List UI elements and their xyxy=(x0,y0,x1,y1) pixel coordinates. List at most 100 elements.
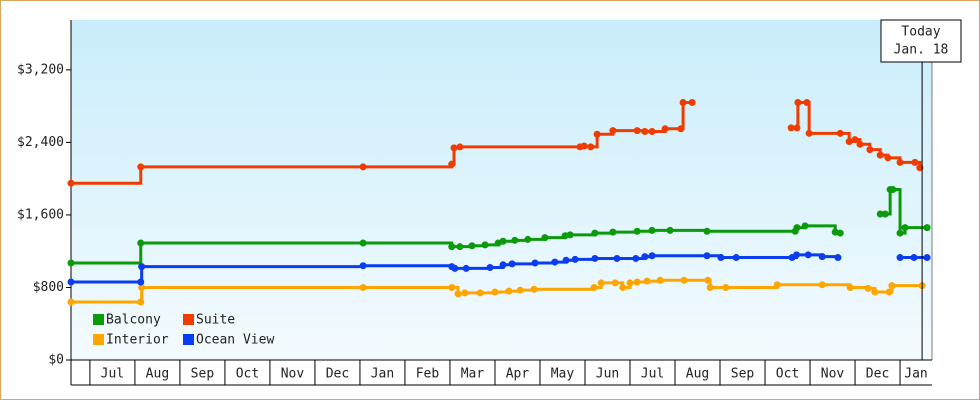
data-point xyxy=(871,288,879,296)
data-point xyxy=(613,254,621,262)
data-point xyxy=(454,290,462,298)
data-point xyxy=(508,260,516,268)
data-point xyxy=(706,283,714,291)
data-point xyxy=(580,142,588,150)
data-point xyxy=(359,283,367,291)
x-tick-label: Sep xyxy=(731,367,755,382)
data-point xyxy=(633,127,641,135)
data-point xyxy=(491,288,499,296)
data-point xyxy=(566,231,574,239)
data-point xyxy=(138,283,146,291)
data-point xyxy=(793,224,801,232)
data-point xyxy=(911,158,919,166)
x-tick-label: Dec xyxy=(326,367,349,382)
data-point xyxy=(793,251,801,259)
data-point xyxy=(648,128,656,136)
data-point xyxy=(611,279,619,287)
data-point xyxy=(609,228,617,236)
data-point xyxy=(486,264,494,272)
data-point xyxy=(137,239,145,247)
data-point xyxy=(67,179,75,187)
data-point xyxy=(732,254,740,262)
data-point xyxy=(571,255,579,263)
data-point xyxy=(836,229,844,237)
today-label: Jan. 18 xyxy=(894,43,949,58)
y-tick-label: $2,400 xyxy=(17,135,64,150)
x-tick-label: May xyxy=(551,367,575,382)
data-point xyxy=(923,224,931,232)
data-point xyxy=(641,253,649,261)
data-point xyxy=(505,287,513,295)
data-point xyxy=(787,124,795,132)
data-point xyxy=(679,99,687,107)
data-point xyxy=(805,129,813,137)
data-point xyxy=(896,158,904,166)
data-point xyxy=(562,256,570,264)
data-point xyxy=(794,99,802,107)
data-point xyxy=(531,259,539,267)
data-point xyxy=(511,236,519,244)
data-point xyxy=(851,136,859,144)
data-point xyxy=(703,227,711,235)
data-point xyxy=(846,283,854,291)
data-point xyxy=(666,226,674,234)
data-point xyxy=(461,289,469,297)
data-point xyxy=(137,278,145,286)
x-tick-label: Feb xyxy=(416,367,440,382)
data-point xyxy=(773,281,781,289)
data-point xyxy=(462,264,470,272)
data-point xyxy=(626,279,634,287)
data-point xyxy=(541,234,549,242)
x-tick-label: Jan xyxy=(904,367,927,382)
data-point xyxy=(884,154,892,162)
data-point xyxy=(632,254,640,262)
data-point xyxy=(801,222,809,230)
data-point xyxy=(448,243,456,251)
data-point xyxy=(864,284,872,292)
data-point xyxy=(590,283,598,291)
data-point xyxy=(359,239,367,247)
data-point xyxy=(876,210,884,218)
data-point xyxy=(803,99,811,107)
data-point xyxy=(619,283,627,291)
data-point xyxy=(67,259,75,267)
legend-swatch xyxy=(93,334,104,345)
x-tick-label: Oct xyxy=(776,367,799,382)
data-point xyxy=(648,252,656,260)
data-point xyxy=(609,127,617,135)
data-point xyxy=(834,254,842,262)
legend-swatch xyxy=(183,334,194,345)
data-point xyxy=(591,254,599,262)
y-tick-label: $3,200 xyxy=(17,62,64,77)
data-point xyxy=(67,278,75,286)
data-point xyxy=(450,144,458,152)
data-point xyxy=(456,143,464,151)
data-point xyxy=(688,99,696,107)
data-point xyxy=(876,151,884,159)
data-point xyxy=(593,130,601,138)
x-tick-label: Aug xyxy=(146,367,169,382)
data-point xyxy=(641,128,649,136)
data-point xyxy=(359,262,367,270)
data-point xyxy=(451,264,459,272)
legend-swatch xyxy=(183,314,194,325)
data-point xyxy=(448,160,456,168)
data-point xyxy=(793,124,801,132)
data-point xyxy=(722,283,730,291)
data-point xyxy=(648,226,656,234)
data-point xyxy=(633,278,641,286)
data-point xyxy=(359,163,367,171)
x-tick-label: Nov xyxy=(821,367,845,382)
data-point xyxy=(597,279,605,287)
data-point xyxy=(916,164,924,172)
x-tick-label: Jun xyxy=(596,367,619,382)
data-point xyxy=(703,252,711,260)
data-point xyxy=(530,285,538,293)
data-point xyxy=(818,253,826,261)
data-point xyxy=(448,283,456,291)
data-point xyxy=(499,261,507,269)
data-point xyxy=(516,286,524,294)
data-point xyxy=(885,288,893,296)
legend-label: Ocean View xyxy=(196,333,274,348)
